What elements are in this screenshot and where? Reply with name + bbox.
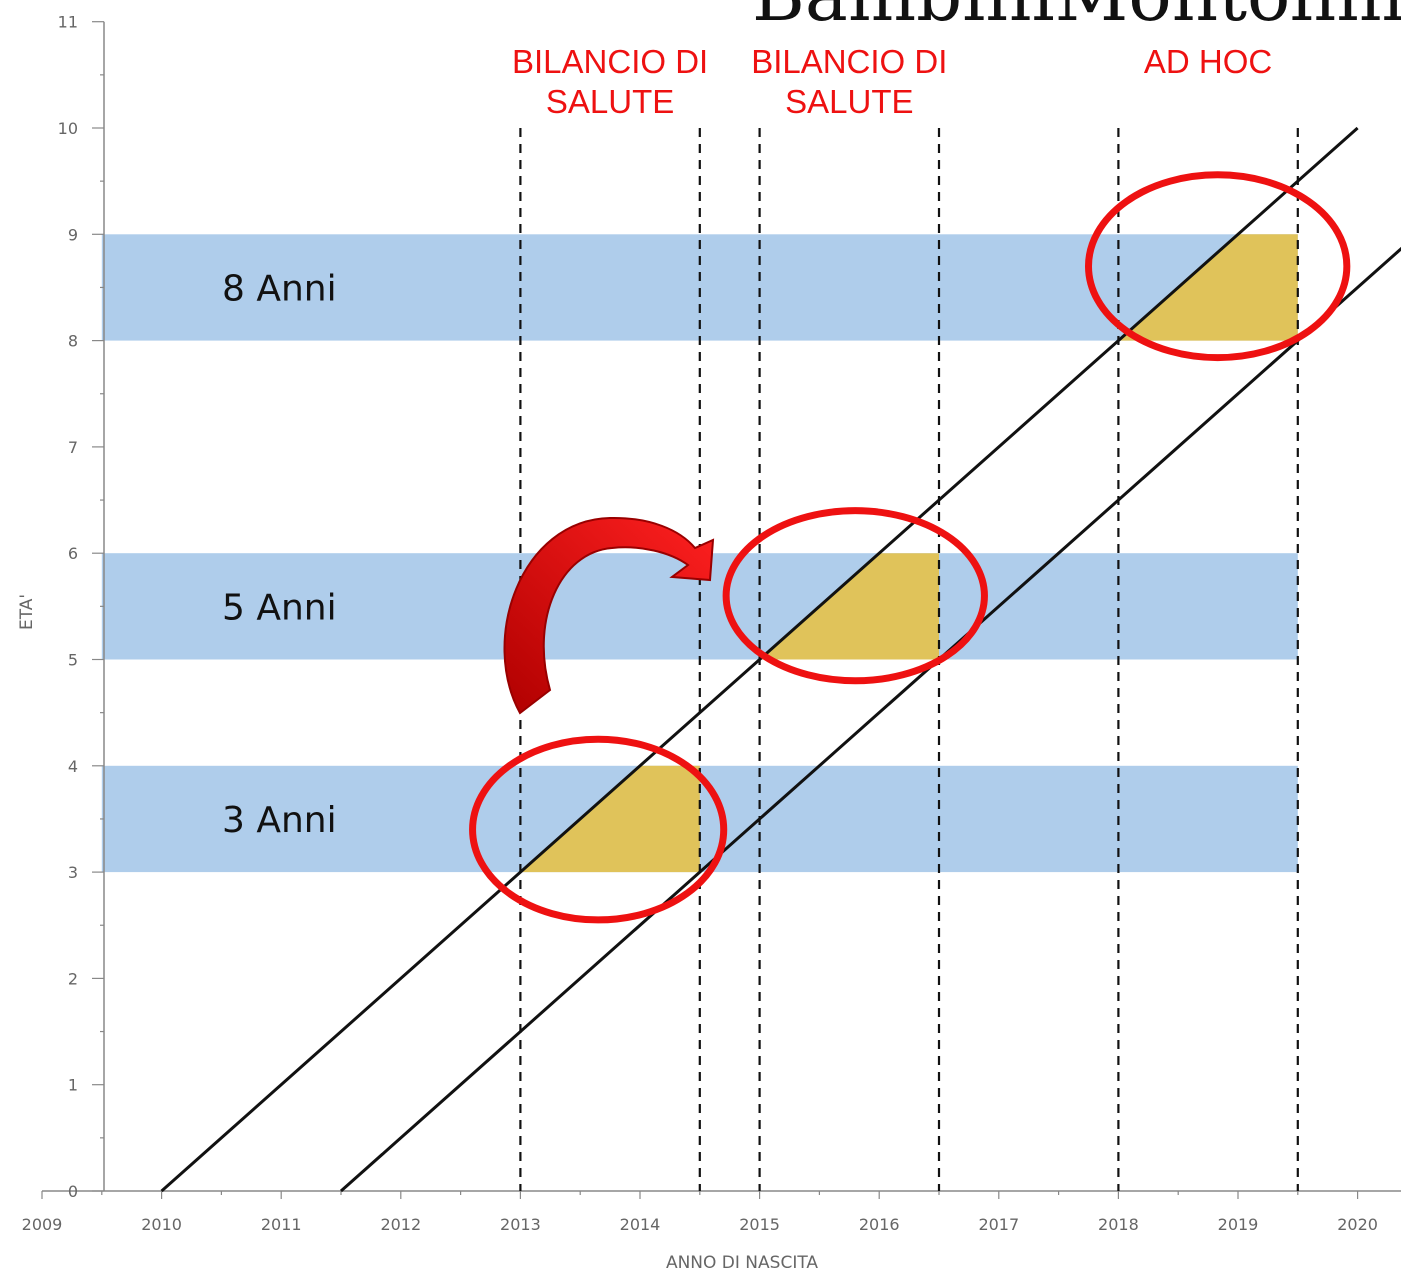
period-label-1-0: BILANCIO DI [751, 43, 947, 80]
band-label-0: 3 Anni [222, 800, 337, 841]
y-tick-label: 9 [68, 225, 78, 244]
y-tick-label: 5 [68, 651, 78, 670]
x-tick-label: 2015 [739, 1215, 780, 1234]
x-tick-label: 2009 [22, 1215, 63, 1234]
x-tick-label: 2011 [261, 1215, 302, 1234]
y-tick-label: 7 [68, 438, 78, 457]
band-label-1: 5 Anni [222, 587, 337, 628]
diagonal-line-1 [341, 234, 1401, 1191]
x-tick-label: 2017 [978, 1215, 1019, 1234]
x-tick-label: 2018 [1098, 1215, 1139, 1234]
band-label-2: 8 Anni [222, 268, 337, 309]
y-tick-label: 3 [68, 863, 78, 882]
y-tick-label: 2 [68, 969, 78, 988]
y-tick-label: 1 [68, 1076, 78, 1095]
x-tick-label: 2012 [380, 1215, 421, 1234]
x-tick-label: 2016 [859, 1215, 900, 1234]
period-label-0-0: BILANCIO DI [512, 43, 708, 80]
y-tick-label: 0 [68, 1182, 78, 1201]
period-label-0-1: SALUTE [546, 83, 674, 120]
x-axis-title: ANNO DI NASCITA [666, 1253, 818, 1273]
y-tick-label: 11 [58, 13, 78, 32]
y-tick-label: 8 [68, 332, 78, 351]
watermark-text: BambiniMontolmi [752, 0, 1401, 37]
x-tick-label: 2013 [500, 1215, 541, 1234]
x-tick-label: 2020 [1337, 1215, 1378, 1234]
x-tick-label: 2014 [620, 1215, 661, 1234]
y-tick-label: 4 [68, 757, 78, 776]
y-axis-title: ETA' [17, 594, 37, 630]
period-label-1-1: SALUTE [785, 83, 913, 120]
x-tick-label: 2010 [141, 1215, 182, 1234]
y-tick-label: 6 [68, 544, 78, 563]
y-tick-label: 10 [58, 119, 78, 138]
period-label-2-0: AD HOC [1144, 43, 1272, 80]
x-tick-label: 2019 [1218, 1215, 1259, 1234]
